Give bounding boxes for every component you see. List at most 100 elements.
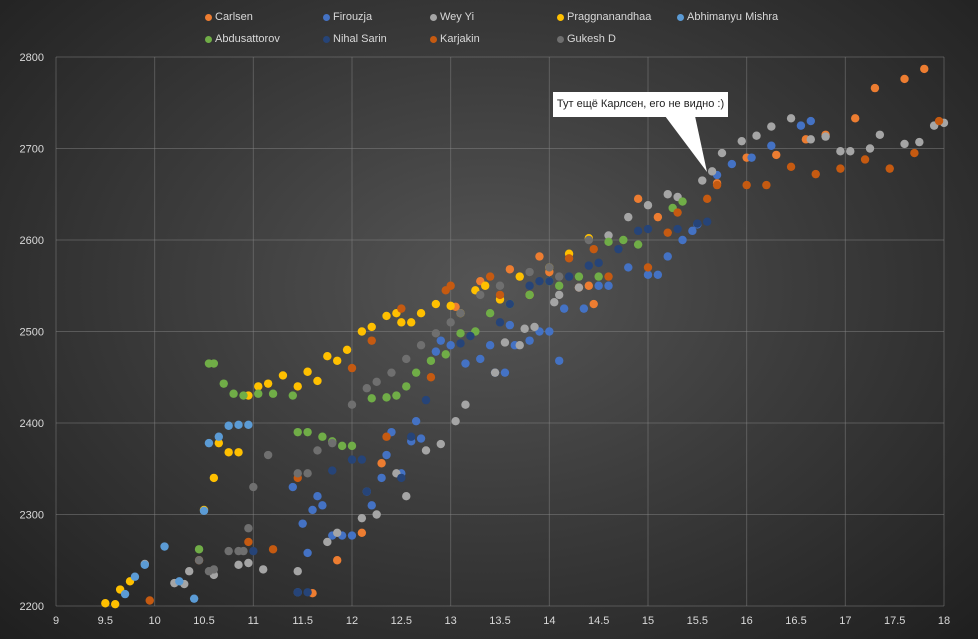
legend-item[interactable]: Praggnanandhaa: [557, 11, 651, 23]
point-praggnanandhaa: [357, 327, 367, 336]
point-praggnanandhaa: [313, 376, 322, 386]
point-abhimanyu-mishra: [199, 506, 209, 516]
point-nihal-sarin: [249, 546, 258, 556]
point-firouzja: [663, 252, 672, 261]
point-wey-yi: [836, 147, 845, 156]
point-firouzja: [767, 141, 776, 150]
point-praggnanandhaa: [209, 473, 219, 483]
point-carlsen: [772, 150, 781, 160]
point-karjakin: [485, 272, 495, 281]
point-praggnanandhaa: [224, 448, 233, 457]
point-praggnanandhaa: [111, 599, 120, 609]
point-karjakin: [811, 169, 820, 179]
point-gukesh-d: [446, 318, 455, 327]
point-wey-yi: [574, 283, 584, 292]
point-karjakin: [934, 116, 944, 126]
point-abdusattorov: [574, 272, 584, 281]
point-karjakin: [397, 304, 406, 313]
point-wey-yi: [846, 147, 855, 156]
point-gukesh-d: [387, 368, 396, 377]
legend-item[interactable]: Nihal Sarin: [323, 33, 387, 45]
x-tick-label: 15: [642, 615, 654, 627]
legend-item[interactable]: Wey Yi: [430, 11, 474, 23]
legend-item[interactable]: Gukesh D: [557, 33, 616, 45]
point-abdusattorov: [485, 309, 495, 318]
point-firouzja: [525, 336, 534, 345]
legend-item[interactable]: Firouzja: [323, 11, 372, 23]
legend-marker-icon: [430, 13, 437, 21]
point-praggnanandhaa: [431, 299, 441, 309]
point-karjakin: [446, 281, 455, 290]
legend-label: Karjakin: [440, 33, 480, 45]
legend-item[interactable]: Abdusattorov: [205, 33, 280, 45]
point-firouzja: [436, 336, 445, 345]
x-tick-label: 14.5: [588, 615, 609, 627]
point-karjakin: [643, 263, 653, 272]
point-carlsen: [589, 299, 598, 309]
point-wey-yi: [915, 137, 924, 147]
point-karjakin: [762, 180, 771, 190]
point-abdusattorov: [392, 391, 401, 400]
point-firouzja: [416, 434, 426, 443]
point-abdusattorov: [318, 432, 327, 441]
point-karjakin: [860, 155, 870, 164]
point-carlsen: [584, 281, 593, 290]
point-abdusattorov: [219, 379, 228, 388]
point-wey-yi: [550, 298, 559, 307]
point-nihal-sarin: [495, 318, 505, 327]
point-karjakin: [663, 228, 672, 237]
legend-item[interactable]: Abhimanyu Mishra: [677, 11, 778, 23]
legend-marker-icon: [205, 35, 212, 43]
y-tick-label: 2800: [20, 52, 44, 64]
point-firouzja: [653, 270, 663, 279]
point-praggnanandhaa: [333, 356, 342, 365]
x-tick-label: 16: [741, 615, 753, 627]
point-karjakin: [367, 336, 376, 345]
x-tick-label: 11.5: [292, 615, 313, 627]
point-karjakin: [426, 373, 436, 382]
point-gukesh-d: [416, 341, 426, 350]
point-abhimanyu-mishra: [189, 594, 199, 603]
legend: Carlsen Firouzja Wey Yi Praggnanandhaa Abhim…: [0, 0, 978, 50]
point-abdusattorov: [367, 394, 376, 403]
point-nihal-sarin: [328, 466, 337, 475]
point-praggnanandhaa: [367, 322, 376, 332]
y-tick-label: 2400: [20, 418, 44, 430]
point-firouzja: [308, 505, 317, 515]
legend-label: Carlsen: [215, 11, 253, 23]
legend-marker-icon: [323, 35, 330, 43]
point-praggnanandhaa: [416, 309, 426, 318]
point-wey-yi: [875, 130, 885, 139]
point-nihal-sarin: [594, 258, 603, 268]
legend-item[interactable]: Carlsen: [205, 11, 253, 23]
point-abdusattorov: [525, 290, 534, 300]
point-carlsen: [357, 528, 367, 537]
point-nihal-sarin: [397, 473, 406, 483]
point-abdusattorov: [337, 441, 347, 451]
point-abhimanyu-mishra: [204, 438, 214, 448]
x-tick-label: 14: [543, 615, 555, 627]
point-firouzja: [476, 354, 485, 364]
x-tick-label: 10: [149, 615, 161, 627]
legend-item[interactable]: Karjakin: [430, 33, 480, 45]
point-gukesh-d: [456, 309, 465, 318]
point-nihal-sarin: [505, 299, 515, 309]
point-nihal-sarin: [673, 224, 682, 234]
point-gukesh-d: [313, 446, 322, 455]
point-wey-yi: [663, 190, 672, 199]
point-wey-yi: [259, 565, 268, 574]
point-gukesh-d: [244, 524, 253, 533]
legend-marker-icon: [557, 13, 564, 21]
point-nihal-sarin: [293, 588, 302, 597]
point-wey-yi: [461, 400, 470, 409]
point-karjakin: [564, 254, 574, 263]
point-firouzja: [431, 347, 441, 356]
point-wey-yi: [530, 322, 539, 332]
point-wey-yi: [604, 231, 613, 240]
point-nihal-sarin: [535, 276, 544, 286]
point-gukesh-d: [545, 263, 554, 272]
x-tick-label: 15.5: [687, 615, 708, 627]
point-praggnanandhaa: [382, 311, 391, 321]
point-abhimanyu-mishra: [175, 577, 184, 586]
point-carlsen: [920, 64, 929, 74]
